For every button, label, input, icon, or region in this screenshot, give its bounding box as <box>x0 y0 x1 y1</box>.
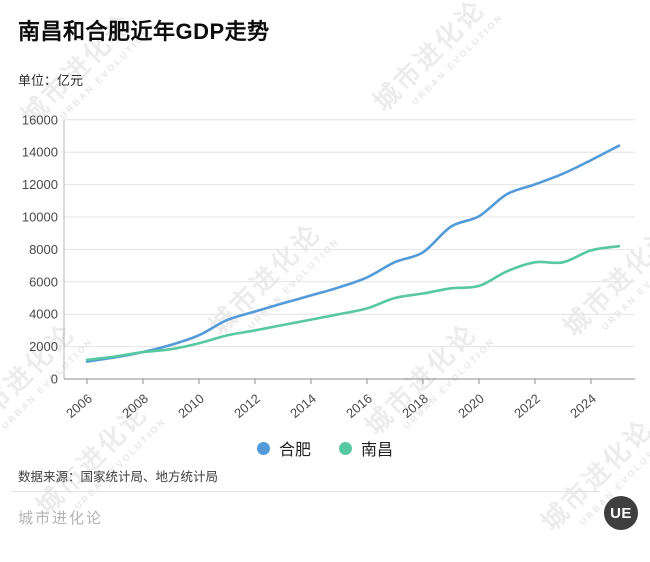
svg-text:14000: 14000 <box>22 145 58 160</box>
legend-item-hefei: 合肥 <box>256 436 311 460</box>
unit-label: 单位：亿元 <box>18 73 84 88</box>
svg-text:2010: 2010 <box>175 391 207 421</box>
hefei-series-dot-icon <box>256 441 270 455</box>
svg-text:2006: 2006 <box>63 391 95 421</box>
svg-text:0: 0 <box>51 372 58 387</box>
chart-header: 南昌和合肥近年GDP走势 单位：亿元 <box>18 14 270 89</box>
svg-text:6000: 6000 <box>29 274 58 289</box>
svg-text:2008: 2008 <box>119 391 151 421</box>
footer-divider <box>12 491 600 492</box>
svg-text:2014: 2014 <box>287 391 319 421</box>
legend-label-hefei: 合肥 <box>278 442 311 459</box>
svg-text:2000: 2000 <box>29 339 58 354</box>
gdp-line-chart: 0 2000 4000 6000 8000 10000 12000 14000 16000 200… <box>22 112 635 421</box>
data-source-note: 数据来源：国家统计局、地方统计局 <box>18 470 219 484</box>
svg-text:2016: 2016 <box>343 391 375 421</box>
svg-text:2018: 2018 <box>399 391 431 421</box>
svg-text:12000: 12000 <box>22 177 58 192</box>
svg-text:16000: 16000 <box>22 112 58 127</box>
svg-text:2022: 2022 <box>511 391 543 421</box>
ue-logo-icon: UE <box>604 496 638 530</box>
page-title: 南昌和合肥近年GDP走势 <box>18 19 270 44</box>
svg-text:10000: 10000 <box>22 210 58 225</box>
svg-text:2024: 2024 <box>567 391 599 421</box>
svg-text:8000: 8000 <box>29 242 58 257</box>
legend-label-nanchang: 南昌 <box>361 442 394 459</box>
brand-name: 城市进化论 <box>18 510 104 527</box>
chart-legend: 合肥 南昌 <box>0 436 650 460</box>
nanchang-series-dot-icon <box>339 441 352 455</box>
svg-text:4000: 4000 <box>29 307 58 322</box>
chart-area: 0 2000 4000 6000 8000 10000 12000 14000 16000 200… <box>22 112 635 421</box>
logo-text: UE <box>610 504 632 522</box>
svg-text:2020: 2020 <box>455 391 487 421</box>
svg-text:2012: 2012 <box>231 391 263 421</box>
legend-item-nanchang: 南昌 <box>339 436 393 460</box>
